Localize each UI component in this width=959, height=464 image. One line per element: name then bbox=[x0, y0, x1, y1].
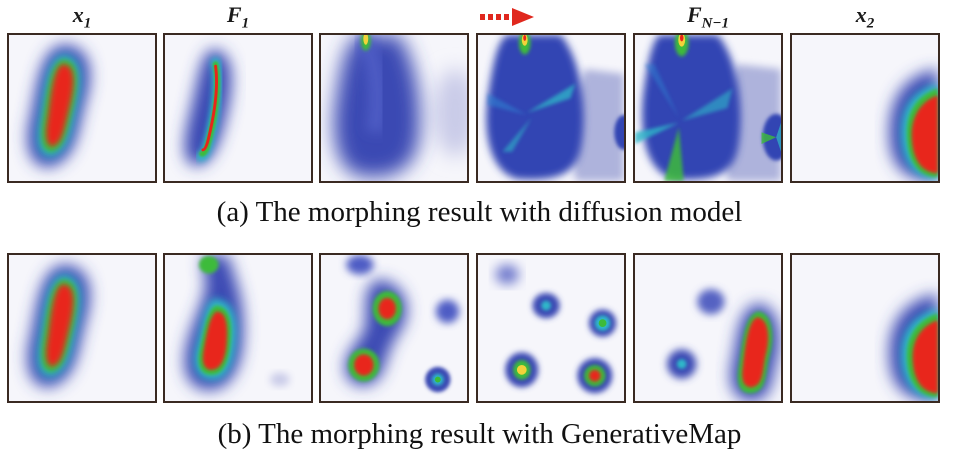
heatmap-panel-a6 bbox=[790, 33, 940, 183]
heatmap-panel-b5 bbox=[633, 253, 783, 403]
label-f1: F1 bbox=[226, 2, 250, 32]
heatmap-panel-a1 bbox=[7, 33, 157, 183]
caption-row-b: (b) The morphing result with GenerativeM… bbox=[217, 418, 742, 450]
label-x2: x2 bbox=[855, 2, 875, 32]
heatmap-panel-b2 bbox=[163, 253, 313, 403]
heatmap-panel-b4 bbox=[476, 253, 626, 403]
heatmap-panel-b1 bbox=[7, 253, 157, 403]
heatmap-panel-b6 bbox=[790, 253, 940, 403]
heatmap-panel-a5 bbox=[633, 33, 783, 183]
heatmap-panel-a4 bbox=[476, 33, 626, 183]
heatmap-panel-a2 bbox=[163, 33, 313, 183]
column-header-row: x1 F1 FN−1 x2 bbox=[0, 0, 959, 32]
dashed-arrow-icon bbox=[478, 6, 628, 28]
caption-row-a: (a) The morphing result with diffusion m… bbox=[216, 196, 743, 228]
heatmap-panel-b3 bbox=[319, 253, 469, 403]
label-x1: x1 bbox=[72, 2, 92, 32]
label-fn-1: FN−1 bbox=[686, 2, 730, 32]
heatmap-panel-a3 bbox=[319, 33, 469, 183]
